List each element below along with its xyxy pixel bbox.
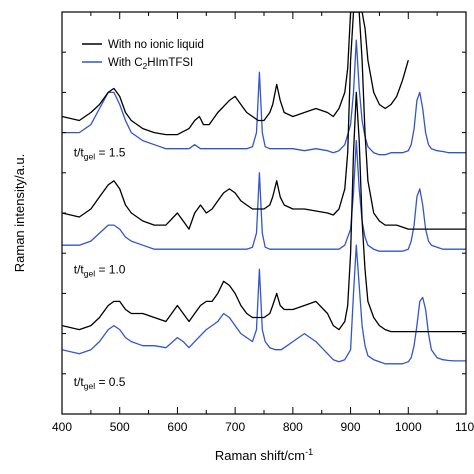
series-line-0-5-with-il: [62, 244, 466, 365]
legend: With no ionic liquid With C2HImTFSI: [82, 39, 204, 71]
x-tick-label-500: 500: [110, 420, 130, 434]
x-axis-label-main: Raman shift/cm: [215, 448, 305, 463]
annotation-t-1-0: t/tgel = 1.0: [74, 262, 126, 278]
x-tick-label-700: 700: [225, 420, 245, 434]
legend-entry-no-il: With no ionic liquid: [108, 39, 204, 51]
x-tick-label-400: 400: [52, 420, 72, 434]
x-tick-label-1000: 1000: [395, 420, 422, 434]
x-axis-label-sup: -1: [305, 447, 313, 457]
series-layer: [62, 12, 466, 365]
annotation-t-0-5: t/tgel = 0.5: [74, 375, 126, 391]
annotations: t/tgel = 1.5 t/tgel = 1.0 t/tgel = 0.5: [74, 146, 126, 391]
x-tick-label-110: 110: [455, 420, 474, 434]
x-tick-label-800: 800: [283, 420, 303, 434]
y-axis-label: Raman intensity/a.u.: [12, 154, 27, 273]
legend-entry-with-il-post: HImTFSI: [147, 57, 193, 69]
x-axis-label: Raman shift/cm-1: [215, 447, 313, 463]
tick-layer: 400 500 600 700 800 900 1000 110: [52, 11, 474, 434]
legend-entry-with-il-sub: 2: [143, 61, 148, 71]
series-line-1-0-with-il: [62, 139, 466, 252]
x-tick-label-900: 900: [341, 420, 361, 434]
series-line-1-0-no-il: [62, 12, 466, 230]
x-tick-label-600: 600: [167, 420, 187, 434]
legend-entry-with-il: With C2HImTFSI: [108, 57, 193, 71]
series-line-0-5-no-il: [62, 91, 466, 333]
legend-entry-with-il-pre: With C: [108, 57, 143, 69]
annotation-t-1-5: t/tgel = 1.5: [74, 146, 126, 162]
series-line-1-5-no-il: [62, 12, 409, 136]
series-line-1-5-with-il: [62, 39, 466, 156]
